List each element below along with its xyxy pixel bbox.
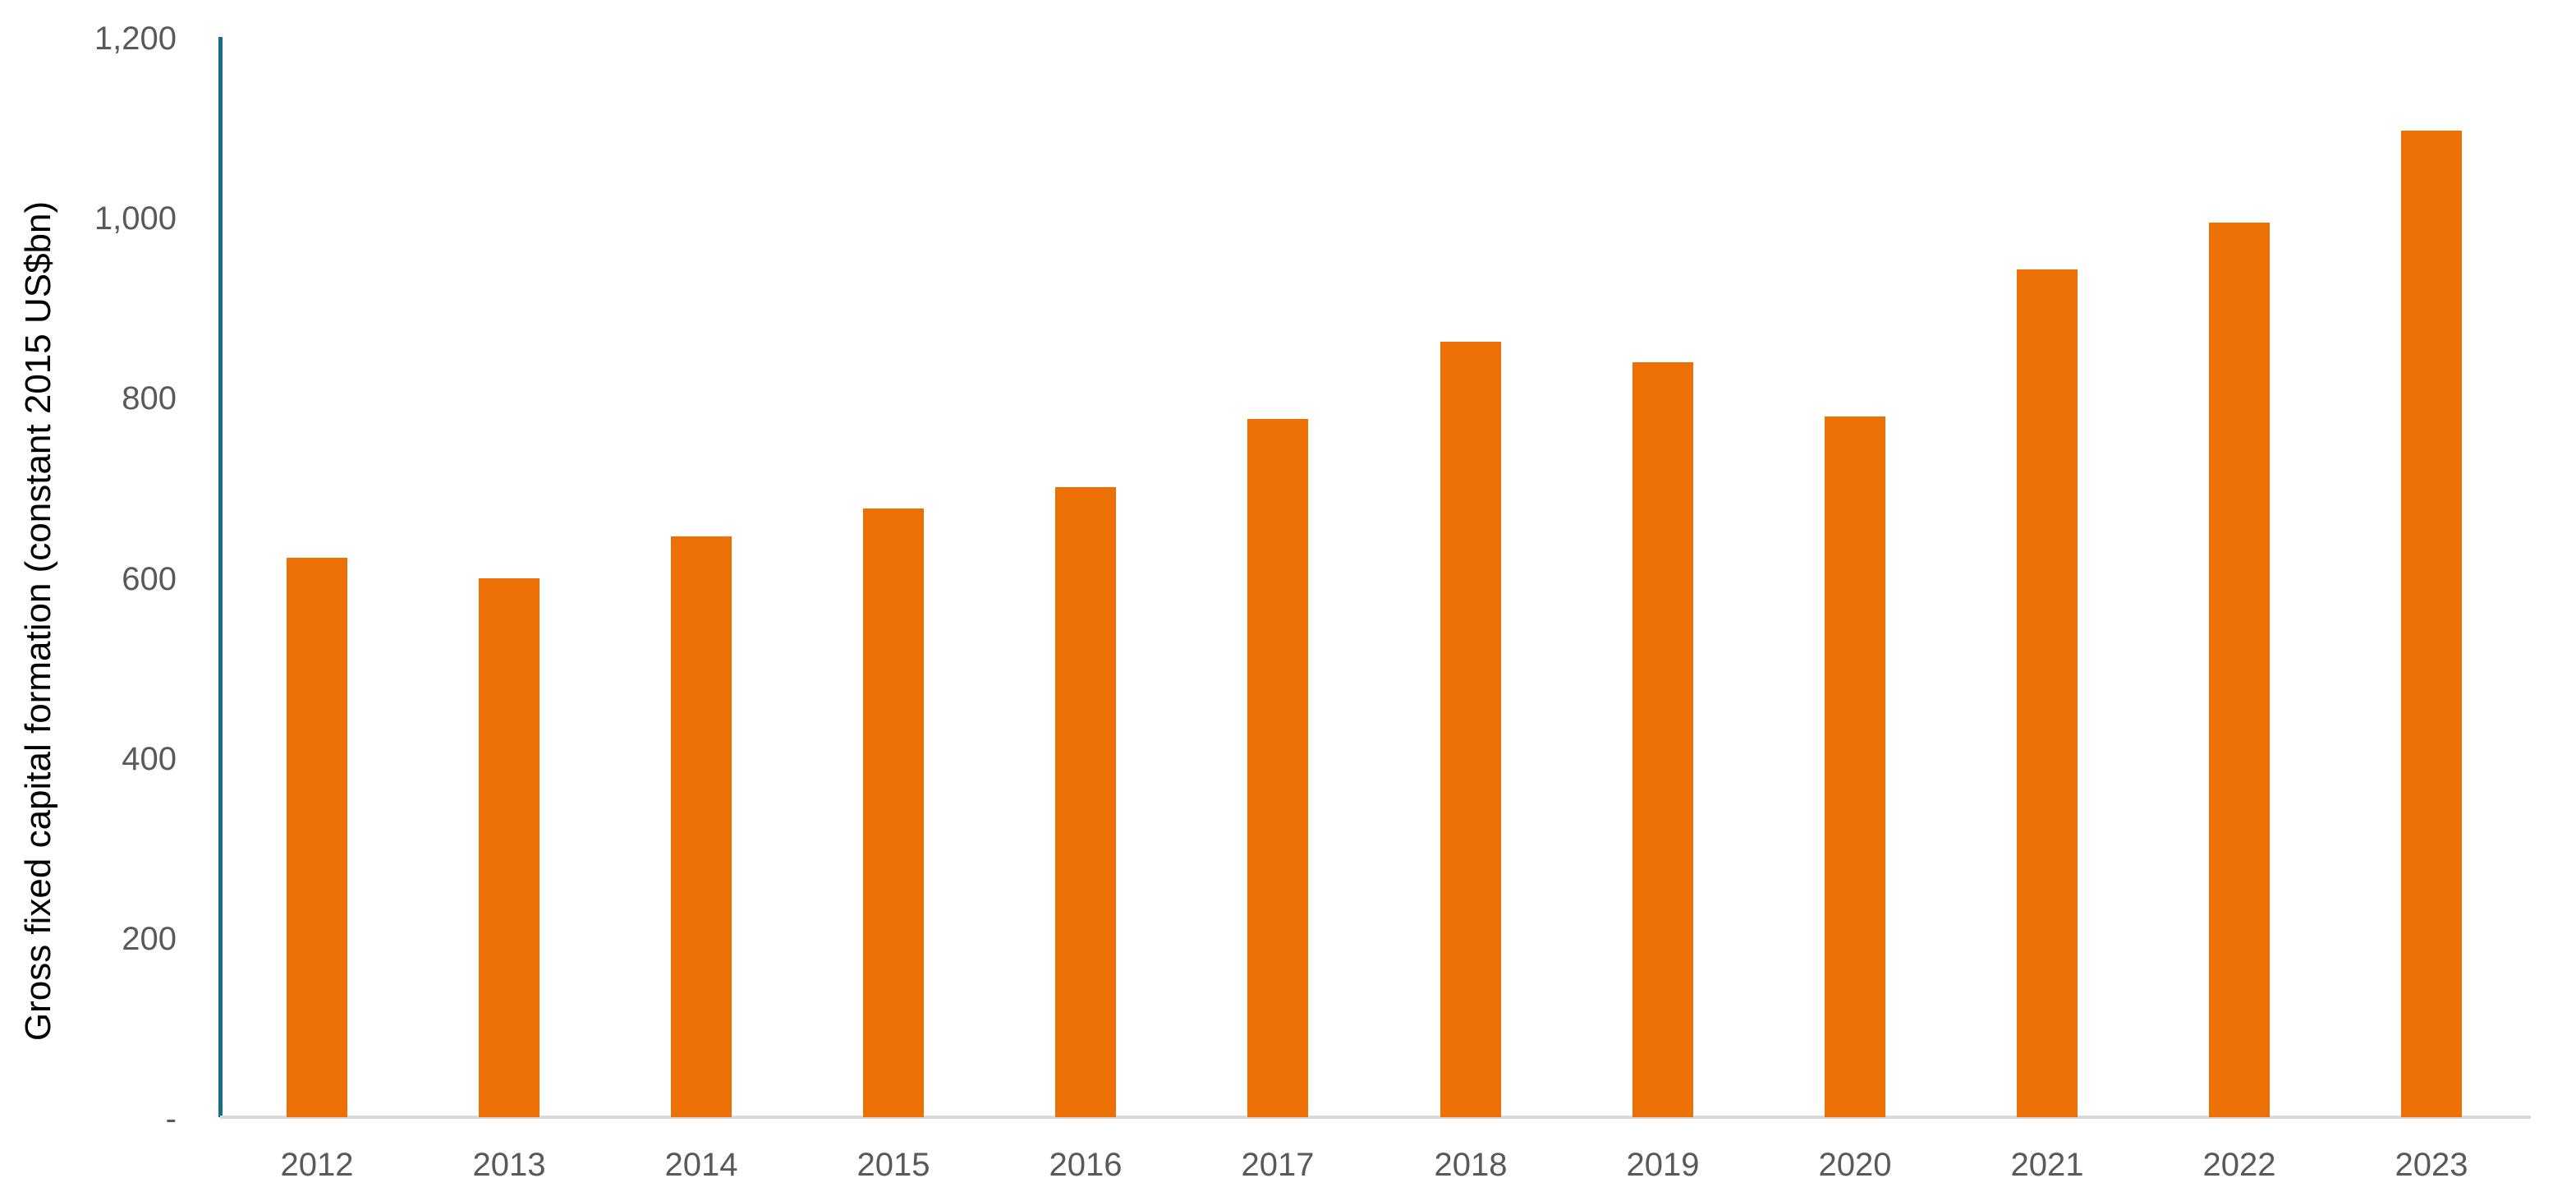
y-tick-label-600: 600 [122,560,177,597]
x-tick-label-2014: 2014 [664,1147,738,1183]
bar-2017 [1247,419,1308,1117]
x-tick-label-2012: 2012 [280,1147,354,1183]
bar-2023 [2401,131,2462,1117]
x-tick-label-2021: 2021 [2010,1147,2084,1183]
bar-2015 [863,508,924,1117]
y-tick-label-800: 800 [122,380,177,417]
x-tick-label-2022: 2022 [2202,1147,2276,1183]
bar-2014 [671,536,732,1117]
x-tick-label-2013: 2013 [472,1147,546,1183]
x-tick-label-2023: 2023 [2395,1147,2468,1183]
y-tick-label-200: 200 [122,920,177,957]
x-tick-label-2018: 2018 [1434,1147,1508,1183]
x-tick-label-2015: 2015 [856,1147,930,1183]
y-tick-label-0: - [165,1101,177,1137]
x-tick-label-2019: 2019 [1626,1147,1700,1183]
x-axis-baseline [220,1116,2531,1119]
y-axis-title: Gross fixed capital formation (constant … [18,200,58,1042]
bar-2016 [1055,487,1116,1117]
x-tick-label-2016: 2016 [1049,1147,1123,1183]
bar-2021 [2017,269,2078,1117]
bar-2018 [1440,342,1501,1117]
y-axis-line [218,37,223,1117]
bar-2022 [2209,223,2270,1117]
x-tick-label-2020: 2020 [1818,1147,1892,1183]
bar-2012 [287,558,347,1117]
x-tick-label-2017: 2017 [1241,1147,1315,1183]
bar-2019 [1632,362,1693,1117]
y-tick-label-1200: 1,200 [94,21,177,57]
bar-2013 [479,578,540,1117]
bar-2020 [1825,416,1885,1117]
y-tick-label-400: 400 [122,740,177,777]
y-tick-label-1000: 1,000 [94,200,177,237]
